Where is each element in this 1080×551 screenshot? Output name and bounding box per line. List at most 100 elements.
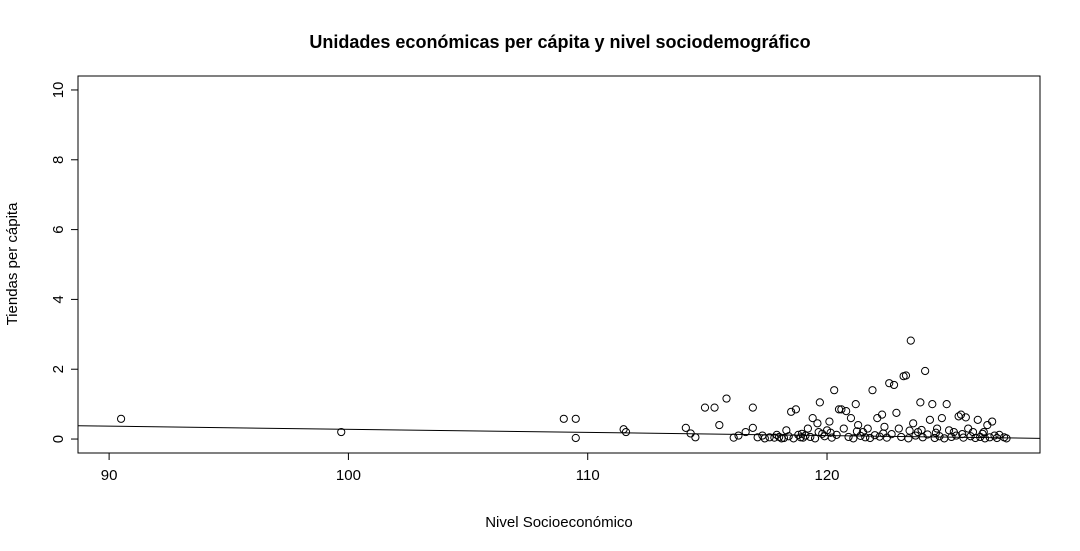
data-points	[116, 336, 1011, 443]
data-point	[942, 400, 951, 409]
data-point	[770, 433, 779, 442]
data-point	[940, 434, 949, 443]
data-point	[877, 410, 887, 419]
data-point	[880, 422, 889, 431]
y-tick-label: 6	[50, 225, 67, 233]
y-tick-label: 8	[50, 156, 67, 164]
data-point	[571, 414, 580, 423]
data-point	[870, 431, 879, 440]
y-tick-label: 4	[50, 295, 67, 303]
data-point	[917, 425, 926, 435]
data-point	[932, 424, 942, 433]
y-axis-label: Tiendas per cápita	[4, 202, 21, 326]
data-point	[901, 371, 911, 380]
data-point	[956, 410, 966, 419]
data-point	[964, 424, 973, 433]
data-point	[928, 400, 937, 409]
data-point	[837, 405, 846, 414]
data-point	[729, 433, 738, 442]
data-point	[852, 427, 862, 436]
x-axis-label: Nivel Socioeconómico	[485, 514, 633, 531]
data-point	[937, 413, 946, 423]
data-point	[854, 420, 863, 430]
data-point	[760, 434, 769, 443]
data-point	[748, 423, 757, 432]
data-point	[861, 433, 870, 442]
data-point	[815, 398, 824, 407]
data-point	[794, 430, 803, 439]
data-point	[832, 430, 841, 439]
data-point	[748, 403, 757, 412]
data-point	[789, 434, 798, 443]
data-point	[814, 427, 823, 437]
data-point	[715, 420, 724, 430]
data-point	[952, 431, 961, 440]
data-point	[844, 432, 853, 442]
data-point	[889, 380, 899, 390]
data-point	[621, 427, 631, 437]
data-point	[925, 415, 935, 424]
data-point	[700, 403, 710, 412]
data-point	[990, 431, 999, 440]
data-point	[980, 434, 990, 443]
data-point	[887, 430, 896, 439]
data-point	[830, 386, 839, 395]
data-point	[954, 412, 963, 421]
y-tick-label: 0	[50, 435, 67, 443]
data-point	[810, 434, 820, 443]
x-tick-label: 90	[101, 467, 118, 484]
data-point	[979, 427, 988, 437]
data-point	[863, 424, 872, 433]
data-point	[741, 427, 750, 437]
data-point	[806, 432, 815, 442]
data-point	[983, 420, 992, 430]
data-point	[619, 425, 628, 434]
data-point	[839, 424, 848, 433]
data-point	[559, 414, 568, 423]
data-point	[337, 427, 346, 437]
data-point	[775, 432, 784, 442]
data-point	[791, 405, 801, 414]
data-point	[931, 428, 941, 437]
data-point	[797, 429, 806, 438]
data-point	[571, 433, 580, 443]
data-point	[885, 379, 894, 388]
data-point	[961, 413, 970, 422]
data-point	[904, 434, 913, 443]
data-point	[909, 419, 918, 428]
data-point	[825, 417, 834, 426]
data-point	[710, 403, 719, 412]
data-point	[765, 433, 774, 442]
data-point	[784, 432, 793, 441]
data-point	[930, 433, 939, 443]
regression-line-layer	[77, 425, 1041, 439]
y-tick-label: 10	[50, 82, 67, 99]
x-tick-label: 100	[336, 467, 361, 484]
data-point	[681, 423, 690, 432]
data-point	[966, 432, 975, 441]
data-point	[958, 430, 967, 439]
data-point	[808, 413, 817, 423]
x-axis: 90 100 110 120	[101, 452, 840, 484]
data-point	[842, 407, 851, 416]
data-point	[988, 417, 997, 426]
chart-title: Unidades económicas per cápita y nivel s…	[309, 32, 810, 52]
data-point	[116, 414, 126, 423]
data-point	[851, 400, 860, 409]
data-point	[803, 424, 812, 433]
data-point	[826, 428, 835, 437]
data-point	[722, 394, 731, 403]
data-point	[734, 431, 743, 440]
regression-line	[77, 425, 1041, 439]
data-point	[868, 386, 877, 395]
data-point	[879, 429, 888, 438]
data-point	[1002, 434, 1011, 443]
data-point	[787, 407, 796, 416]
data-point	[846, 413, 856, 423]
data-point	[905, 426, 914, 435]
data-point	[873, 413, 882, 423]
data-point	[779, 433, 789, 443]
data-point	[916, 398, 925, 407]
data-point	[849, 434, 858, 443]
